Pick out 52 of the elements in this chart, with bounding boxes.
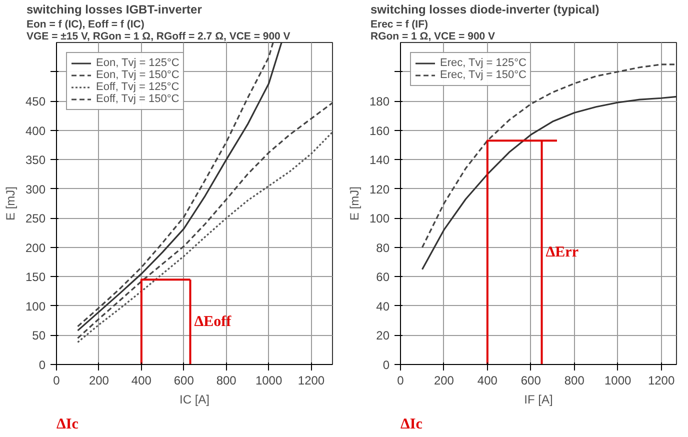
annotation: ΔErr	[546, 244, 579, 261]
x-tick-label: 400	[131, 374, 152, 388]
legend-label: Eoff, Tvj = 150°C	[96, 93, 180, 105]
y-tick-label: 300	[25, 182, 46, 196]
x-axis-title: IC [A]	[179, 392, 210, 406]
x-tick-label: 400	[477, 374, 498, 388]
x-tick-label: 1200	[648, 374, 675, 388]
chart-title: switching losses IGBT-inverter	[26, 2, 202, 16]
x-axis-title: IF [A]	[524, 392, 553, 406]
chart-subtitle: Eon = f (IC), Eoff = f (IC) VGE = ±15 V, RGon = 1 Ω, RGoff = 2.7 Ω, VCE = 900 V	[26, 18, 290, 42]
x-tick-label: 200	[434, 374, 454, 388]
y-tick-label: 40	[376, 299, 390, 314]
y-tick-label: 180	[369, 94, 390, 109]
y-tick-label: 20	[376, 328, 390, 343]
x-tick-label: 200	[88, 374, 110, 388]
x-tick-label: 600	[174, 374, 194, 388]
y-tick-label: 50	[32, 328, 46, 343]
y-tick-label: 120	[369, 182, 390, 196]
legend-label: Eon, Tvj = 150°C	[96, 69, 180, 81]
x-tick-label: 0	[397, 374, 404, 388]
y-tick-label: 0	[382, 358, 390, 372]
y-tick-label: 160	[369, 124, 390, 138]
text: ΔIc	[400, 416, 423, 432]
chart-subtitle: Erec = f (IF) RGon = 1 Ω, VCE = 900 V	[370, 18, 496, 42]
chart-title: switching losses diode-inverter (typical)	[370, 2, 600, 16]
x-tick-label: 600	[520, 374, 542, 388]
y-tick-label: 450	[25, 94, 46, 109]
y-tick-label: 100	[369, 212, 390, 226]
legend-label: Eon, Tvj = 125°C	[96, 57, 180, 69]
legend-label: Eoff, Tvj = 125°C	[96, 81, 180, 93]
x-tick-label: 1000	[255, 374, 282, 388]
x-tick-label: 1200	[298, 374, 325, 388]
y-tick-label: 150	[25, 270, 46, 284]
y-axis-title: E [mJ]	[3, 186, 18, 220]
y-tick-label: 200	[25, 240, 46, 255]
y-tick-label: 80	[376, 240, 390, 255]
y-axis-title: E [mJ]	[347, 186, 362, 220]
y-tick-label: 400	[25, 124, 46, 138]
y-tick-label: 100	[25, 299, 46, 314]
legend-label: Erec, Tvj = 125°C	[440, 57, 526, 69]
y-tick-label: 250	[25, 212, 46, 226]
y-tick-label: 350	[25, 153, 46, 168]
y-tick-label: 0	[38, 358, 46, 372]
text: ΔIc	[56, 416, 79, 432]
x-tick-label: 800	[564, 374, 585, 388]
x-tick-label: 800	[216, 374, 237, 388]
x-tick-label: 1000	[604, 374, 632, 388]
y-tick-label: 140	[369, 153, 390, 168]
annotation: ΔEoff	[194, 314, 232, 330]
legend-label: Erec, Tvj = 150°C	[440, 69, 526, 81]
x-tick-label: 0	[53, 374, 60, 388]
y-tick-label: 60	[376, 270, 390, 284]
